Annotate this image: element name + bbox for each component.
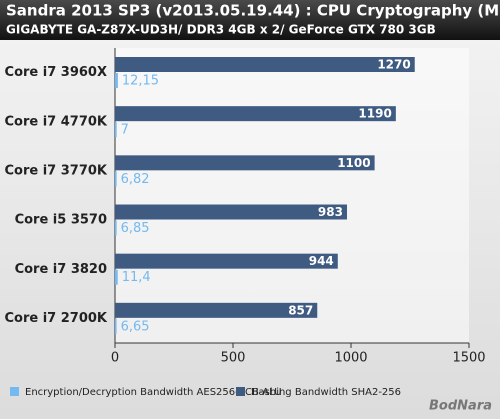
legend-label: Hashing Bandwidth SHA2-256 — [251, 387, 401, 398]
y-tick-label: Core i5 3570 — [15, 213, 107, 228]
bar — [115, 318, 117, 334]
legend-label: Encryption/Decryption Bandwidth AES256-E… — [25, 387, 282, 398]
value-label: 857 — [288, 303, 313, 317]
legend-swatch — [10, 387, 19, 396]
value-label: 11,4 — [122, 270, 151, 285]
legend-swatch — [236, 387, 245, 396]
bar — [115, 220, 117, 236]
bar — [115, 171, 117, 187]
y-tick-label: Core i7 3770K — [4, 163, 107, 178]
y-tick-label: Core i7 4770K — [4, 114, 107, 129]
bar — [115, 122, 117, 138]
value-label: 944 — [309, 254, 334, 268]
value-label: 1270 — [377, 58, 410, 72]
value-label: 6,85 — [121, 221, 150, 236]
bar — [115, 106, 396, 122]
bar — [115, 57, 415, 72]
y-tick-label: Core i7 2700K — [4, 311, 107, 326]
value-label: 983 — [318, 205, 343, 219]
x-tick-label: 1500 — [452, 351, 485, 366]
watermark: BodNara — [429, 399, 492, 414]
chart-subtitle: GIGABYTE GA-Z87X-UD3H/ DDR3 4GB x 2/ GeF… — [6, 23, 436, 37]
y-tick-label: Core i7 3820 — [15, 262, 107, 277]
header — [0, 0, 500, 40]
chart-title: Sandra 2013 SP3 (v2013.05.19.44) : CPU C… — [6, 2, 500, 20]
value-label: 6,82 — [121, 172, 150, 187]
bar — [115, 204, 347, 220]
x-tick-label: 500 — [221, 351, 246, 366]
value-label: 1190 — [358, 107, 391, 121]
plot-area — [115, 48, 469, 343]
value-label: 7 — [121, 123, 129, 138]
bar — [115, 155, 375, 171]
bar — [115, 253, 338, 269]
value-label: 6,65 — [121, 319, 150, 334]
bar — [115, 302, 318, 318]
value-label: 1100 — [337, 156, 370, 170]
x-tick-label: 1000 — [334, 351, 367, 366]
value-label: 12,15 — [122, 74, 159, 89]
y-tick-label: Core i7 3960X — [5, 65, 107, 80]
x-tick-label: 0 — [111, 351, 119, 366]
bar — [115, 269, 118, 285]
bar — [115, 73, 118, 88]
